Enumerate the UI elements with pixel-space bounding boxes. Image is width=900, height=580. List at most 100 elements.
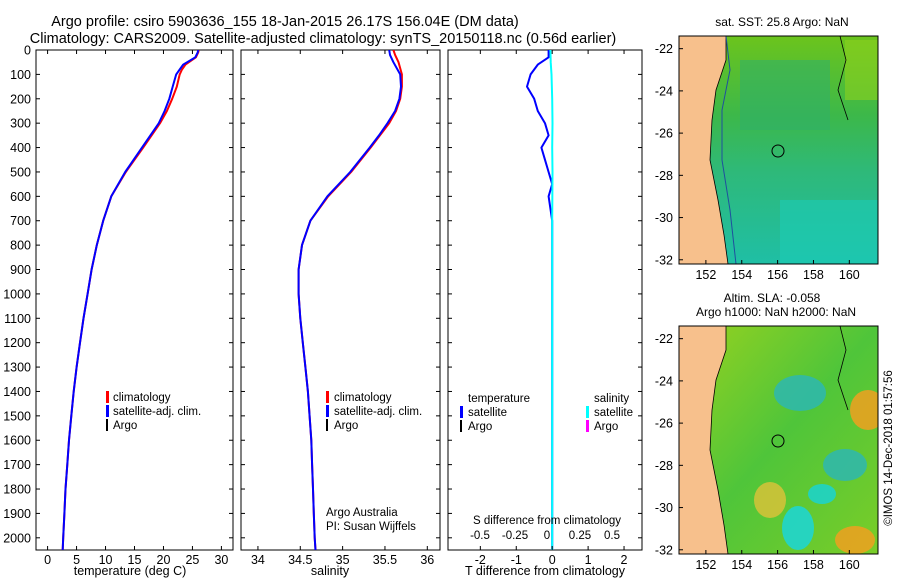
temperature-series [61, 50, 200, 550]
lat-tick-label: -24 [655, 374, 673, 388]
lat-tick-label: -32 [655, 253, 673, 267]
lon-tick-label: 152 [695, 268, 716, 282]
legend-marker-temp-argo [460, 420, 462, 432]
sla-map-title1: Altim. SLA: -0.058 [724, 291, 821, 305]
lat-tick-label: -22 [655, 42, 673, 56]
legend-label-climatology: climatology [113, 392, 171, 404]
x-tick-label: 0 [44, 553, 51, 567]
salinity-series [297, 50, 403, 550]
x-tick-label: 10 [99, 553, 113, 567]
legend-label-argo: Argo [113, 420, 137, 432]
lon-tick-label: 158 [803, 268, 824, 282]
depth-tick-label: 1400 [3, 385, 31, 399]
legend-marker-temp-satellite [460, 406, 463, 418]
depth-tick-label: 1500 [3, 409, 31, 423]
s-diff-tick: 0.5 [604, 530, 620, 542]
sst-map [679, 36, 878, 264]
x-tick-label: 34.5 [288, 553, 312, 567]
s-diff-tick: -0.5 [470, 530, 490, 542]
legend-marker-satellite [326, 405, 329, 417]
diff-legend-temperature-header: temperature [468, 393, 530, 405]
sst-map-axes: -22 -24 -26 -28 -30 -32 152 154 156 158 160 [655, 42, 860, 282]
sla-eddy [835, 526, 875, 554]
sla-map [679, 326, 878, 554]
watermark: ©IMOS 14-Dec-2018 01:57:56 [883, 370, 895, 526]
lon-tick-label: 152 [695, 558, 716, 572]
difference-series [526, 50, 554, 550]
lat-tick-label: -24 [655, 84, 673, 98]
depth-tick-label: 0 [24, 44, 31, 58]
x-tick-label: 1 [585, 553, 592, 567]
legend-label-argo: Argo [334, 420, 358, 432]
s-diff-tick: -0.25 [502, 530, 528, 542]
coast-contour [721, 36, 737, 264]
legend-marker-climatology [106, 391, 109, 403]
legend-marker-argo [106, 419, 108, 431]
sst-patch [740, 60, 830, 130]
depth-tick-label: 1200 [3, 336, 31, 350]
sst-map-title: sat. SST: 25.8 Argo: NaN [715, 15, 848, 29]
s-diff-tick: 0.25 [569, 530, 591, 542]
legend-marker-sal-satellite [586, 406, 589, 418]
legend-marker-climatology [326, 391, 329, 403]
x-tick-label: 5 [73, 553, 80, 567]
legend-label-sal-argo: Argo [594, 421, 618, 433]
lat-tick-label: -28 [655, 169, 673, 183]
lat-tick-label: -22 [655, 332, 673, 346]
s-difference-title: S difference from climatology [473, 515, 621, 527]
series-line [297, 50, 402, 550]
depth-tick-label: 1600 [3, 434, 31, 448]
sla-map-title2: Argo h1000: NaN h2000: NaN [696, 305, 856, 319]
series-line [549, 50, 554, 550]
sst-patch [845, 40, 878, 100]
figure-title-line1: Argo profile: csiro 5903636_155 18-Jan-2… [51, 14, 519, 30]
lat-tick-label: -30 [655, 211, 673, 225]
depth-tick-label: 800 [10, 239, 31, 253]
lat-tick-label: -30 [655, 501, 673, 515]
series-line [61, 50, 200, 550]
legend-label-satellite: satellite-adj. clim. [334, 406, 422, 418]
depth-tick-label: 1800 [3, 483, 31, 497]
depth-tick-label: 1100 [4, 312, 31, 326]
lon-tick-label: 160 [839, 558, 860, 572]
australia-land [679, 326, 729, 554]
temperature-axis-label: temperature (deg C) [74, 564, 187, 578]
argo-location-marker [771, 434, 785, 448]
lat-tick-label: -26 [655, 417, 673, 431]
credit-line1: Argo Australia [326, 507, 398, 519]
legend-label-sal-satellite: satellite [594, 407, 633, 419]
sla-map-frame [678, 325, 879, 555]
lon-tick-label: 154 [731, 558, 752, 572]
salinity-legend: climatology satellite-adj. clim. Argo [326, 391, 422, 432]
x-tick-label: 0 [549, 553, 556, 567]
depth-tick-label: 500 [10, 165, 31, 179]
lon-tick-label: 156 [767, 558, 788, 572]
x-axes: 0 5 10 15 20 25 30 34 34.5 35 35.5 36 -2 -1 0 1 2 [44, 50, 628, 567]
sla-eddy [808, 484, 836, 504]
series-line [61, 50, 200, 550]
legend-marker-sal-argo [586, 420, 589, 432]
sla-map-axes: -22 -24 -26 -28 -30 -32 152 154 156 158 160 [655, 332, 860, 572]
depth-tick-label: 1700 [3, 458, 31, 472]
temperature-legend: climatology satellite-adj. clim. Argo [106, 391, 201, 432]
sla-eddy [782, 506, 814, 550]
x-tick-label: 15 [128, 553, 142, 567]
legend-marker-argo [326, 419, 328, 431]
lon-tick-label: 156 [767, 268, 788, 282]
figure-title-line2: Climatology: CARS2009. Satellite-adjuste… [30, 31, 617, 47]
depth-tick-label: 1900 [3, 507, 31, 521]
reef-contour [837, 326, 849, 411]
depth-tick-label: 400 [10, 141, 31, 155]
lon-tick-label: 160 [839, 268, 860, 282]
x-tick-label: 35 [336, 553, 350, 567]
x-tick-label: 25 [185, 553, 199, 567]
difference-legend: temperature satellite Argo salinity sate… [460, 393, 633, 433]
legend-marker-satellite [106, 405, 109, 417]
depth-tick-label: 600 [10, 190, 31, 204]
s-diff-tick: 0 [544, 530, 550, 542]
lat-tick-label: -26 [655, 127, 673, 141]
salinity-difference-inner-axis: S difference from climatology -0.5 -0.25… [470, 515, 621, 542]
depth-tick-label: 200 [10, 92, 31, 106]
difference-axis-label: T difference from climatology [465, 564, 626, 578]
